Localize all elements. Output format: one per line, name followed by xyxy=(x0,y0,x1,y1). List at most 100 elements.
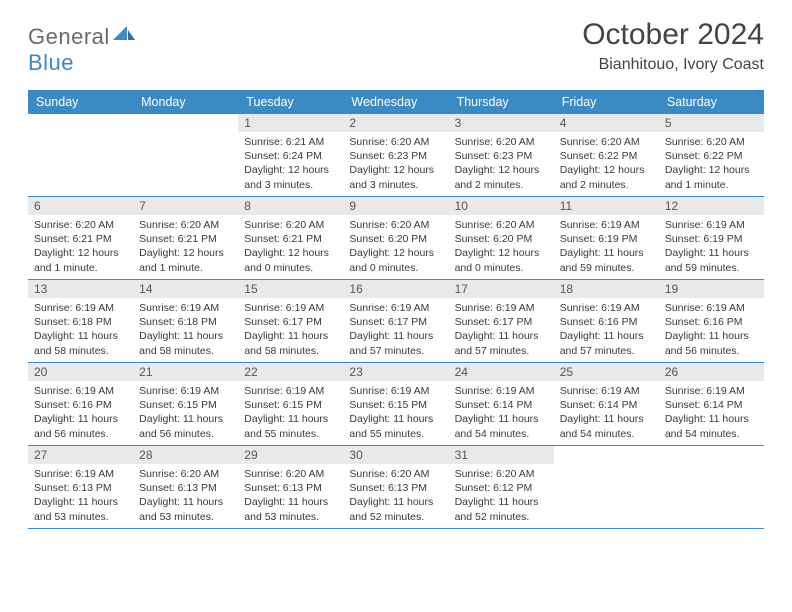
day-details: Sunrise: 6:19 AMSunset: 6:16 PMDaylight:… xyxy=(659,298,764,362)
sunset-text: Sunset: 6:22 PM xyxy=(665,149,758,163)
daylight-text: Daylight: 11 hours and 59 minutes. xyxy=(665,246,758,274)
calendar-day-cell: 5Sunrise: 6:20 AMSunset: 6:22 PMDaylight… xyxy=(659,114,764,196)
daylight-text: Daylight: 12 hours and 1 minute. xyxy=(34,246,127,274)
calendar-week-row: 1Sunrise: 6:21 AMSunset: 6:24 PMDaylight… xyxy=(28,114,764,197)
calendar-day-cell: 27Sunrise: 6:19 AMSunset: 6:13 PMDayligh… xyxy=(28,446,133,528)
calendar-day-cell: 7Sunrise: 6:20 AMSunset: 6:21 PMDaylight… xyxy=(133,197,238,279)
day-number: 3 xyxy=(449,114,554,132)
daylight-text: Daylight: 11 hours and 58 minutes. xyxy=(34,329,127,357)
calendar-day-cell: 31Sunrise: 6:20 AMSunset: 6:12 PMDayligh… xyxy=(449,446,554,528)
sunset-text: Sunset: 6:13 PM xyxy=(349,481,442,495)
header: General Blue October 2024 Bianhitouo, Iv… xyxy=(0,0,792,84)
day-details: Sunrise: 6:19 AMSunset: 6:15 PMDaylight:… xyxy=(238,381,343,445)
sunrise-text: Sunrise: 6:20 AM xyxy=(244,467,337,481)
sunset-text: Sunset: 6:20 PM xyxy=(455,232,548,246)
sunrise-text: Sunrise: 6:19 AM xyxy=(665,301,758,315)
day-number: 25 xyxy=(554,363,659,381)
daylight-text: Daylight: 11 hours and 53 minutes. xyxy=(244,495,337,523)
sunset-text: Sunset: 6:16 PM xyxy=(560,315,653,329)
day-number: 11 xyxy=(554,197,659,215)
month-title: October 2024 xyxy=(582,18,764,52)
sunrise-text: Sunrise: 6:19 AM xyxy=(560,301,653,315)
sunrise-text: Sunrise: 6:19 AM xyxy=(34,384,127,398)
logo-sail-icon xyxy=(113,24,135,49)
day-details: Sunrise: 6:20 AMSunset: 6:23 PMDaylight:… xyxy=(449,132,554,196)
sunrise-text: Sunrise: 6:21 AM xyxy=(244,135,337,149)
day-number: 19 xyxy=(659,280,764,298)
calendar-empty-cell xyxy=(554,446,659,528)
daylight-text: Daylight: 11 hours and 58 minutes. xyxy=(139,329,232,357)
sunset-text: Sunset: 6:21 PM xyxy=(34,232,127,246)
calendar-day-cell: 2Sunrise: 6:20 AMSunset: 6:23 PMDaylight… xyxy=(343,114,448,196)
sunrise-text: Sunrise: 6:20 AM xyxy=(455,467,548,481)
calendar-empty-cell xyxy=(659,446,764,528)
logo-text-blue: Blue xyxy=(28,50,74,75)
day-number: 21 xyxy=(133,363,238,381)
sunset-text: Sunset: 6:14 PM xyxy=(455,398,548,412)
sunset-text: Sunset: 6:17 PM xyxy=(349,315,442,329)
sunset-text: Sunset: 6:17 PM xyxy=(244,315,337,329)
daylight-text: Daylight: 11 hours and 53 minutes. xyxy=(139,495,232,523)
weekday-header: Monday xyxy=(133,90,238,114)
sunset-text: Sunset: 6:19 PM xyxy=(665,232,758,246)
day-number: 18 xyxy=(554,280,659,298)
calendar-day-cell: 6Sunrise: 6:20 AMSunset: 6:21 PMDaylight… xyxy=(28,197,133,279)
calendar-day-cell: 24Sunrise: 6:19 AMSunset: 6:14 PMDayligh… xyxy=(449,363,554,445)
sunset-text: Sunset: 6:14 PM xyxy=(665,398,758,412)
calendar-day-cell: 4Sunrise: 6:20 AMSunset: 6:22 PMDaylight… xyxy=(554,114,659,196)
day-details: Sunrise: 6:19 AMSunset: 6:14 PMDaylight:… xyxy=(554,381,659,445)
day-details: Sunrise: 6:20 AMSunset: 6:12 PMDaylight:… xyxy=(449,464,554,528)
calendar-day-cell: 28Sunrise: 6:20 AMSunset: 6:13 PMDayligh… xyxy=(133,446,238,528)
daylight-text: Daylight: 11 hours and 54 minutes. xyxy=(665,412,758,440)
sunset-text: Sunset: 6:13 PM xyxy=(34,481,127,495)
sunset-text: Sunset: 6:21 PM xyxy=(244,232,337,246)
weekday-header-row: SundayMondayTuesdayWednesdayThursdayFrid… xyxy=(28,90,764,114)
sunrise-text: Sunrise: 6:20 AM xyxy=(455,218,548,232)
day-details: Sunrise: 6:19 AMSunset: 6:19 PMDaylight:… xyxy=(554,215,659,279)
daylight-text: Daylight: 11 hours and 58 minutes. xyxy=(244,329,337,357)
day-details: Sunrise: 6:19 AMSunset: 6:17 PMDaylight:… xyxy=(343,298,448,362)
sunrise-text: Sunrise: 6:19 AM xyxy=(244,384,337,398)
weekday-header: Thursday xyxy=(449,90,554,114)
daylight-text: Daylight: 11 hours and 57 minutes. xyxy=(560,329,653,357)
sunrise-text: Sunrise: 6:19 AM xyxy=(455,384,548,398)
sunrise-text: Sunrise: 6:19 AM xyxy=(139,301,232,315)
day-number: 4 xyxy=(554,114,659,132)
daylight-text: Daylight: 11 hours and 55 minutes. xyxy=(244,412,337,440)
daylight-text: Daylight: 12 hours and 3 minutes. xyxy=(349,163,442,191)
day-details: Sunrise: 6:20 AMSunset: 6:21 PMDaylight:… xyxy=(28,215,133,279)
sunset-text: Sunset: 6:17 PM xyxy=(455,315,548,329)
sunrise-text: Sunrise: 6:20 AM xyxy=(349,135,442,149)
sunrise-text: Sunrise: 6:19 AM xyxy=(455,301,548,315)
daylight-text: Daylight: 11 hours and 59 minutes. xyxy=(560,246,653,274)
sunset-text: Sunset: 6:12 PM xyxy=(455,481,548,495)
daylight-text: Daylight: 11 hours and 56 minutes. xyxy=(665,329,758,357)
day-details: Sunrise: 6:19 AMSunset: 6:17 PMDaylight:… xyxy=(238,298,343,362)
calendar-week-row: 27Sunrise: 6:19 AMSunset: 6:13 PMDayligh… xyxy=(28,446,764,529)
calendar-day-cell: 15Sunrise: 6:19 AMSunset: 6:17 PMDayligh… xyxy=(238,280,343,362)
daylight-text: Daylight: 11 hours and 57 minutes. xyxy=(455,329,548,357)
day-details: Sunrise: 6:20 AMSunset: 6:13 PMDaylight:… xyxy=(238,464,343,528)
sunrise-text: Sunrise: 6:20 AM xyxy=(34,218,127,232)
day-number: 31 xyxy=(449,446,554,464)
calendar-day-cell: 19Sunrise: 6:19 AMSunset: 6:16 PMDayligh… xyxy=(659,280,764,362)
calendar-week-row: 6Sunrise: 6:20 AMSunset: 6:21 PMDaylight… xyxy=(28,197,764,280)
day-details: Sunrise: 6:20 AMSunset: 6:22 PMDaylight:… xyxy=(659,132,764,196)
calendar-day-cell: 20Sunrise: 6:19 AMSunset: 6:16 PMDayligh… xyxy=(28,363,133,445)
day-number: 12 xyxy=(659,197,764,215)
calendar-day-cell: 30Sunrise: 6:20 AMSunset: 6:13 PMDayligh… xyxy=(343,446,448,528)
calendar-week-row: 20Sunrise: 6:19 AMSunset: 6:16 PMDayligh… xyxy=(28,363,764,446)
day-number: 15 xyxy=(238,280,343,298)
sunrise-text: Sunrise: 6:19 AM xyxy=(349,301,442,315)
location-label: Bianhitouo, Ivory Coast xyxy=(582,56,764,74)
day-details: Sunrise: 6:19 AMSunset: 6:13 PMDaylight:… xyxy=(28,464,133,528)
sunrise-text: Sunrise: 6:20 AM xyxy=(665,135,758,149)
daylight-text: Daylight: 11 hours and 52 minutes. xyxy=(349,495,442,523)
daylight-text: Daylight: 11 hours and 53 minutes. xyxy=(34,495,127,523)
calendar-day-cell: 25Sunrise: 6:19 AMSunset: 6:14 PMDayligh… xyxy=(554,363,659,445)
daylight-text: Daylight: 11 hours and 55 minutes. xyxy=(349,412,442,440)
day-number: 2 xyxy=(343,114,448,132)
sunrise-text: Sunrise: 6:20 AM xyxy=(244,218,337,232)
calendar-day-cell: 29Sunrise: 6:20 AMSunset: 6:13 PMDayligh… xyxy=(238,446,343,528)
calendar-day-cell: 1Sunrise: 6:21 AMSunset: 6:24 PMDaylight… xyxy=(238,114,343,196)
